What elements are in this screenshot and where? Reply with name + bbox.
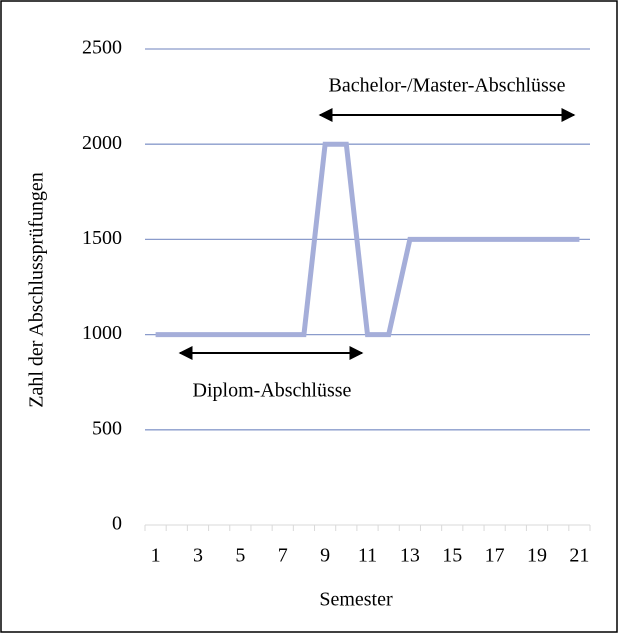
x-tick-label: 5: [235, 545, 245, 567]
y-tick-label: 1000: [82, 322, 122, 344]
x-axis-label: Semester: [319, 589, 393, 611]
x-tick-label: 17: [485, 545, 505, 567]
x-tick-label: 3: [193, 545, 203, 567]
x-tick-label: 7: [278, 545, 288, 567]
x-tick-label: 15: [442, 545, 462, 567]
annotation: Diplom-Abschlüsse: [193, 380, 352, 402]
x-tick-label: 19: [527, 545, 547, 567]
y-tick-label: 1500: [82, 227, 122, 249]
x-tick-label: 1: [151, 545, 161, 567]
y-tick-label: 500: [92, 417, 122, 439]
annotation: Bachelor-/Master-Abschlüsse: [329, 75, 566, 97]
x-tick-label: 21: [569, 545, 589, 567]
x-tick-label: 11: [358, 545, 377, 567]
x-tick-label: 9: [320, 545, 330, 567]
data-line: [155, 141, 580, 338]
y-tick-label: 2000: [82, 132, 122, 154]
x-tick-label: 13: [400, 545, 420, 567]
y-tick-label: 2500: [82, 37, 122, 59]
y-axis-label: Zahl der Abschlussprüfungen: [26, 172, 48, 408]
y-tick-label: 0: [112, 513, 122, 535]
